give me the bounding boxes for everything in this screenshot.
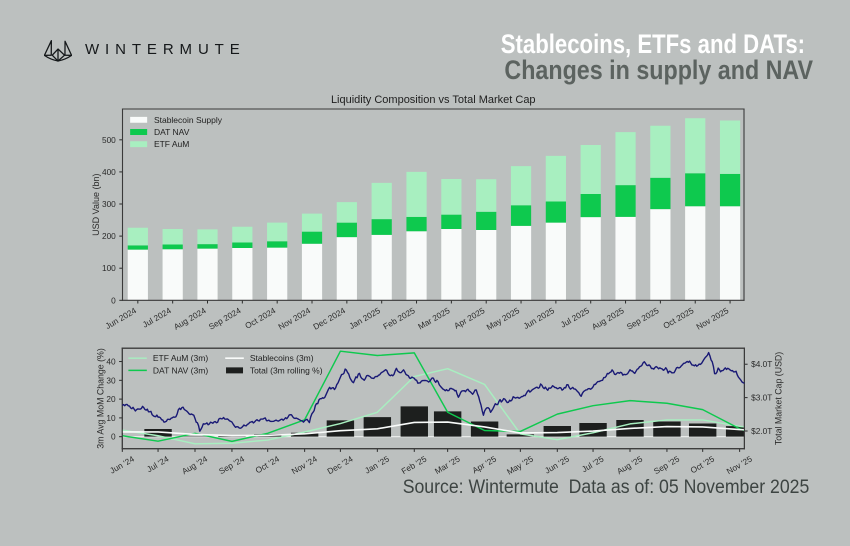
svg-text:0: 0 <box>111 295 116 305</box>
svg-text:Jul '24: Jul '24 <box>145 453 171 474</box>
svg-text:May 2025: May 2025 <box>485 305 522 332</box>
svg-text:20: 20 <box>106 394 116 404</box>
svg-text:0: 0 <box>111 432 116 442</box>
svg-text:Aug 2024: Aug 2024 <box>172 305 208 332</box>
svg-text:Oct '24: Oct '24 <box>253 453 281 475</box>
svg-text:Aug 2025: Aug 2025 <box>590 305 626 332</box>
svg-text:DAT NAV: DAT NAV <box>154 127 190 137</box>
svg-text:Mar '25: Mar '25 <box>433 453 462 476</box>
svg-text:10: 10 <box>106 413 116 423</box>
svg-text:Aug '25: Aug '25 <box>615 453 644 476</box>
svg-text:Feb 2025: Feb 2025 <box>381 305 417 331</box>
svg-text:Total Market Cap (USD): Total Market Cap (USD) <box>774 352 784 445</box>
svg-text:Mar 2025: Mar 2025 <box>416 305 452 331</box>
svg-text:$3.0T: $3.0T <box>751 393 772 403</box>
svg-text:40: 40 <box>106 357 116 367</box>
svg-text:200: 200 <box>102 231 116 241</box>
svg-text:Sep 2025: Sep 2025 <box>625 305 661 332</box>
svg-text:Oct 2024: Oct 2024 <box>243 305 277 331</box>
svg-text:$2.0T: $2.0T <box>751 426 772 436</box>
svg-text:Sep '25: Sep '25 <box>652 453 681 476</box>
svg-text:DAT NAV (3m): DAT NAV (3m) <box>153 365 208 375</box>
svg-text:$4.0T: $4.0T <box>751 359 772 369</box>
svg-text:Apr '25: Apr '25 <box>470 453 498 475</box>
svg-text:ETF AuM (3m): ETF AuM (3m) <box>153 353 208 363</box>
svg-text:Sep 2024: Sep 2024 <box>207 305 243 332</box>
svg-text:Nov '24: Nov '24 <box>290 453 319 476</box>
svg-text:500: 500 <box>102 135 116 145</box>
svg-text:400: 400 <box>102 167 116 177</box>
svg-text:Feb '25: Feb '25 <box>399 453 428 476</box>
svg-text:Jan 2025: Jan 2025 <box>347 305 382 331</box>
svg-text:Jul 2025: Jul 2025 <box>559 305 591 330</box>
svg-text:USD Value (bn): USD Value (bn) <box>91 173 101 235</box>
svg-text:30: 30 <box>106 375 116 385</box>
svg-text:Jun 2025: Jun 2025 <box>521 305 556 331</box>
svg-text:Jun '24: Jun '24 <box>108 453 136 475</box>
svg-text:Jun '25: Jun '25 <box>543 453 571 475</box>
svg-text:Jun 2024: Jun 2024 <box>103 305 138 331</box>
svg-text:Nov 2025: Nov 2025 <box>694 305 730 332</box>
svg-text:Jul '25: Jul '25 <box>580 453 606 474</box>
svg-text:3m Avg MoM Change (%): 3m Avg MoM Change (%) <box>96 348 106 449</box>
svg-text:Liquidity Composition vs Total: Liquidity Composition vs Total Market Ca… <box>331 94 536 106</box>
svg-text:Jan '25: Jan '25 <box>363 453 391 475</box>
svg-text:Oct 2025: Oct 2025 <box>661 305 695 331</box>
svg-text:May '25: May '25 <box>505 453 535 476</box>
svg-text:Dec 2024: Dec 2024 <box>311 305 347 332</box>
svg-text:Total (3m rolling %): Total (3m rolling %) <box>250 365 323 375</box>
svg-text:Dec '24: Dec '24 <box>325 453 354 476</box>
svg-text:Stablecoins (3m): Stablecoins (3m) <box>250 353 314 363</box>
svg-text:300: 300 <box>102 199 116 209</box>
svg-text:Stablecoin Supply: Stablecoin Supply <box>154 115 223 125</box>
svg-text:Jul 2024: Jul 2024 <box>141 305 173 330</box>
svg-text:Aug '24: Aug '24 <box>180 453 209 476</box>
svg-text:100: 100 <box>102 263 116 273</box>
svg-text:ETF AuM: ETF AuM <box>154 139 189 149</box>
svg-text:Oct '25: Oct '25 <box>688 453 716 475</box>
svg-text:Nov 2024: Nov 2024 <box>276 305 312 332</box>
svg-text:Sep '24: Sep '24 <box>217 453 246 476</box>
svg-text:Apr 2025: Apr 2025 <box>452 305 486 331</box>
svg-text:Nov '25: Nov '25 <box>725 453 754 476</box>
